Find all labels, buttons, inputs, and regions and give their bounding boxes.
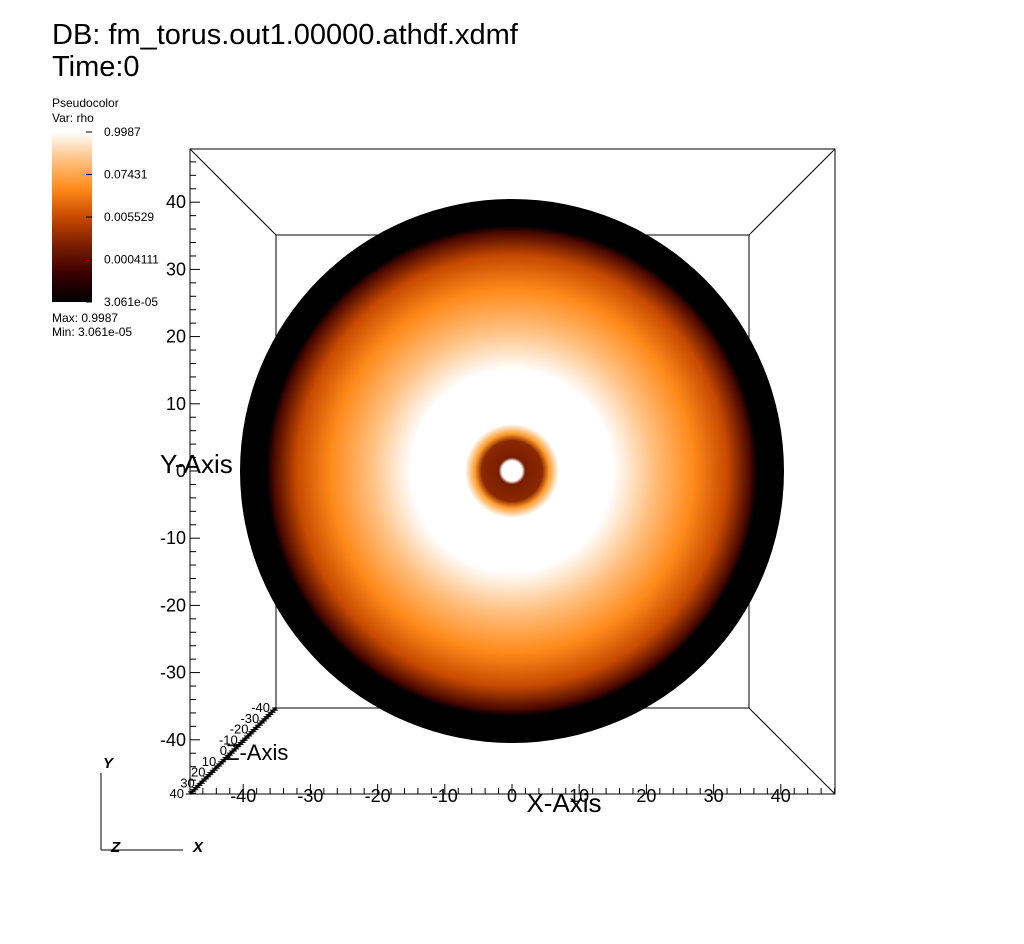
y-tick-label: -40: [160, 730, 186, 750]
legend-plot-type: Pseudocolor: [52, 96, 119, 110]
y-tick-label: -20: [160, 595, 186, 615]
x-tick-label: 40: [771, 786, 791, 806]
y-tick-label: 0: [176, 461, 186, 481]
box-edge: [189, 148, 277, 236]
colorbar-tick-label: 0.0004111: [104, 253, 159, 267]
y-axis-title: Y-Axis: [160, 449, 233, 479]
box-edge: [748, 148, 836, 236]
z-tick-label: 20: [191, 765, 205, 780]
z-tick-label: -20: [230, 722, 249, 737]
y-tick-label: -10: [160, 528, 186, 548]
axes: -40 -30 -20 -10 0 10 20 30 40X-Axis403020100-10-…: [160, 161, 836, 818]
x-tick-label: -20: [365, 786, 391, 806]
x-tick-label: -40: [230, 786, 256, 806]
z-axis-line: [188, 706, 278, 796]
time-label: Time:0: [52, 51, 140, 83]
colorbar-tick-label: 0.07431: [104, 168, 148, 182]
y-tick-label: 10: [166, 394, 186, 414]
y-tick-label: 40: [166, 192, 186, 212]
colorbar-gradient: [52, 132, 92, 302]
y-tick-label: -30: [160, 663, 186, 683]
colorbar: 0.9987 0.07431 0.005529 0.0004111 3.061e-05: [52, 125, 159, 309]
z-tick-label: 40: [170, 786, 184, 801]
z-tick-label: 10: [202, 754, 216, 769]
x-tick-label: 10: [569, 786, 589, 806]
x-tick-label: -30: [297, 786, 323, 806]
triad-x-label: X: [192, 839, 204, 856]
legend-max-label: Max: 0.9987: [52, 311, 119, 325]
x-tick-label: 20: [636, 786, 656, 806]
y-tick-label: 20: [166, 327, 186, 347]
z-tick-label: 30: [180, 775, 194, 790]
x-tick-label: 30: [704, 786, 724, 806]
z-axis-title: Z-Axis: [226, 740, 288, 765]
z-tick-label: 0: [220, 743, 227, 758]
x-axis-title: X-Axis: [526, 788, 601, 818]
z-tick-label: -30: [240, 711, 259, 726]
triad-z-label: Z: [110, 839, 121, 856]
legend-min-label: Min: 3.061e-05: [52, 325, 133, 339]
legend-var-label: Var: rho: [52, 111, 94, 125]
db-title: DB: fm_torus.out1.00000.athdf.xdmf: [52, 19, 518, 51]
y-tick-label: 30: [166, 259, 186, 279]
x-tick-label: -10: [432, 786, 458, 806]
density-disk: [240, 199, 784, 743]
orientation-triad: Y Z X: [100, 755, 204, 856]
box-edge: [748, 707, 836, 795]
triad-y-label: Y: [103, 755, 115, 772]
z-tick-label: -40: [251, 700, 270, 715]
x-tick-label: 0: [507, 786, 517, 806]
colorbar-tick-label: 3.061e-05: [104, 295, 158, 309]
colorbar-tick-label: 0.9987: [104, 125, 141, 139]
colorbar-tick-label: 0.005529: [104, 210, 154, 224]
z-tick-label: -10: [219, 732, 238, 747]
